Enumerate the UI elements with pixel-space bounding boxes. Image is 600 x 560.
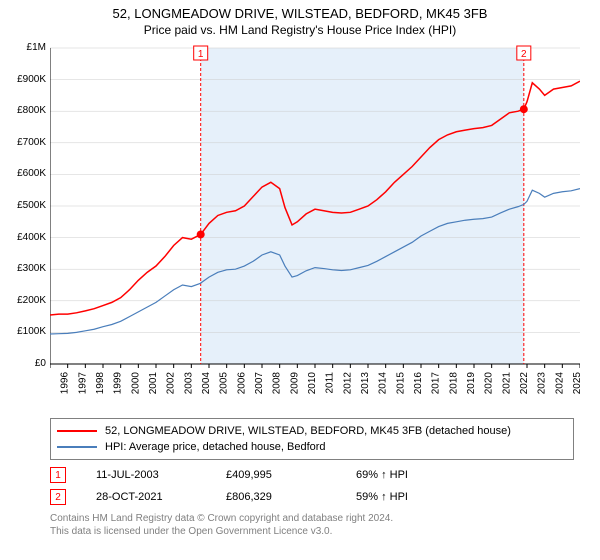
x-tick-label: 2003 [183, 372, 194, 395]
x-tick-label: 2020 [484, 372, 495, 395]
root: 52, LONGMEADOW DRIVE, WILSTEAD, BEDFORD,… [0, 0, 600, 560]
marker-dot [197, 230, 205, 238]
marker-table-row: 1 11-JUL-2003£409,99569% ↑ HPI [50, 464, 486, 486]
x-tick-label: 2022 [519, 372, 530, 395]
y-tick-label: £700K [17, 137, 50, 148]
footer-line1: Contains HM Land Registry data © Crown c… [50, 512, 393, 525]
x-tick-label: 2015 [395, 372, 406, 395]
x-tick-label: 2000 [130, 372, 141, 395]
x-tick-label: 2018 [448, 372, 459, 395]
marker-table-box: 2 [50, 489, 66, 505]
x-tick-label: 2001 [148, 372, 159, 395]
y-tick-label: £600K [17, 168, 50, 179]
x-tick-label: 2013 [360, 372, 371, 395]
x-tick-label: 1999 [113, 372, 124, 395]
legend-label: HPI: Average price, detached house, Bedf… [105, 441, 326, 453]
x-tick-label: 2024 [554, 372, 565, 395]
x-tick-label: 2004 [201, 372, 212, 395]
x-tick-label: 2025 [572, 372, 580, 395]
x-tick-label: 1998 [95, 372, 106, 395]
legend-label: 52, LONGMEADOW DRIVE, WILSTEAD, BEDFORD,… [105, 425, 511, 437]
marker-pct: 69% ↑ HPI [356, 469, 486, 481]
marker-price: £409,995 [226, 469, 356, 481]
marker-table-box: 1 [50, 467, 66, 483]
footer-line2: This data is licensed under the Open Gov… [50, 525, 393, 538]
legend-swatch [57, 430, 97, 432]
marker-pct: 59% ↑ HPI [356, 491, 486, 503]
legend-swatch [57, 446, 97, 448]
marker-box-label: 1 [198, 49, 204, 60]
marker-price: £806,329 [226, 491, 356, 503]
x-tick-label: 2010 [307, 372, 318, 395]
x-tick-label: 2002 [166, 372, 177, 395]
y-tick-label: £300K [17, 263, 50, 274]
chart-area: 1995 1996 1997 1998 1999 2000 2001 2002 2003 2004… [50, 44, 580, 404]
marker-date: 28-OCT-2021 [96, 491, 226, 503]
marker-box-label: 2 [521, 49, 527, 60]
y-tick-label: £200K [17, 295, 50, 306]
y-tick-label: £900K [17, 74, 50, 85]
marker-date: 11-JUL-2003 [96, 469, 226, 481]
y-tick-label: £500K [17, 200, 50, 211]
x-tick-label: 2007 [254, 372, 265, 395]
y-tick-label: £400K [17, 232, 50, 243]
x-tick-label: 2019 [466, 372, 477, 395]
x-tick-label: 2023 [537, 372, 548, 395]
marker-table: 1 11-JUL-2003£409,99569% ↑ HPI 2 28-OCT-202… [50, 464, 486, 508]
title-block: 52, LONGMEADOW DRIVE, WILSTEAD, BEDFORD,… [0, 0, 600, 37]
line-chart: 1995 1996 1997 1998 1999 2000 2001 2002 2003 2004… [50, 44, 580, 404]
x-tick-label: 2009 [289, 372, 300, 395]
legend-row: HPI: Average price, detached house, Bedf… [57, 439, 567, 455]
x-tick-label: 2016 [413, 372, 424, 395]
y-tick-label: £800K [17, 105, 50, 116]
marker-dot [520, 105, 528, 113]
title-main: 52, LONGMEADOW DRIVE, WILSTEAD, BEDFORD,… [0, 6, 600, 21]
x-tick-label: 2017 [431, 372, 442, 395]
x-tick-label: 1997 [77, 372, 88, 395]
legend-row: 52, LONGMEADOW DRIVE, WILSTEAD, BEDFORD,… [57, 423, 567, 439]
x-tick-label: 1995 [50, 372, 53, 395]
x-tick-label: 2008 [272, 372, 283, 395]
footer: Contains HM Land Registry data © Crown c… [50, 512, 393, 538]
x-tick-label: 2014 [378, 372, 389, 395]
x-tick-label: 2006 [236, 372, 247, 395]
y-tick-label: £1M [27, 42, 50, 53]
y-tick-label: £0 [35, 358, 50, 369]
marker-table-row: 2 28-OCT-2021£806,32959% ↑ HPI [50, 486, 486, 508]
x-tick-label: 2011 [325, 372, 336, 394]
x-tick-label: 2021 [501, 372, 512, 395]
y-tick-label: £100K [17, 326, 50, 337]
x-tick-label: 2005 [219, 372, 230, 395]
legend: 52, LONGMEADOW DRIVE, WILSTEAD, BEDFORD,… [50, 418, 574, 460]
x-tick-label: 1996 [60, 372, 71, 395]
title-sub: Price paid vs. HM Land Registry's House … [0, 23, 600, 37]
x-tick-label: 2012 [342, 372, 353, 395]
